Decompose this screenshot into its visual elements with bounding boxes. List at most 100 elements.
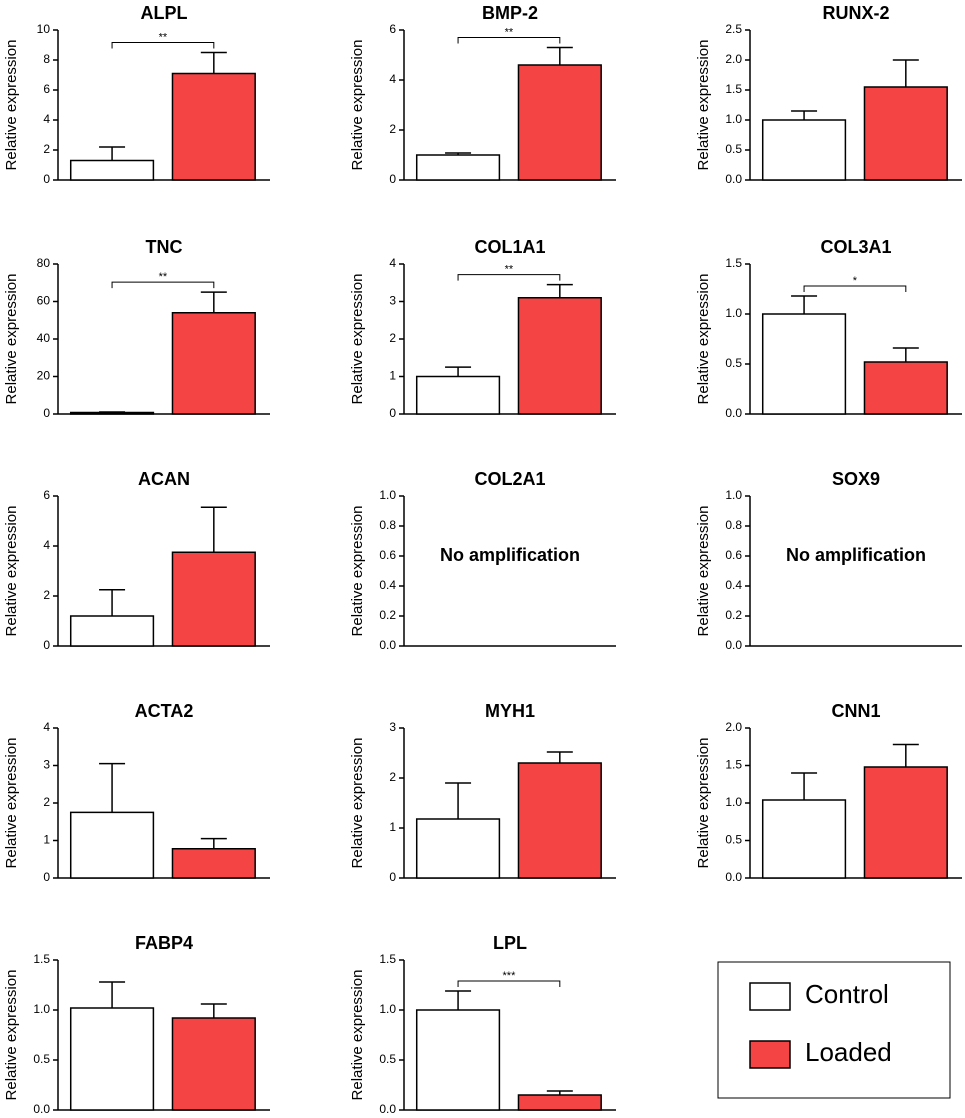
- y-tick-label: 2: [43, 142, 50, 156]
- y-tick-label: 4: [389, 72, 396, 86]
- y-tick-label: 0.0: [725, 406, 742, 420]
- significance-label: **: [505, 264, 514, 276]
- no-data-note: No amplification: [440, 545, 580, 565]
- y-tick-label: 0.5: [379, 1052, 396, 1066]
- bar: [863, 86, 948, 181]
- bar: [517, 64, 602, 181]
- significance-bracket: [457, 274, 561, 281]
- y-axis-label: Relative expression: [3, 274, 20, 405]
- y-tick-label: 3: [389, 720, 396, 734]
- legend-swatch: [749, 982, 791, 1011]
- bar: [761, 313, 847, 415]
- y-tick-label: 2: [43, 588, 50, 602]
- y-tick-label: 1.0: [725, 795, 742, 809]
- significance-bracket: [457, 37, 561, 44]
- y-tick-label: 1.5: [379, 952, 396, 966]
- chart-title: ACTA2: [135, 701, 194, 721]
- y-axis-label: Relative expression: [349, 40, 366, 171]
- y-tick-label: 0.6: [379, 548, 396, 562]
- y-tick-label: 2.0: [725, 720, 742, 734]
- bar: [761, 799, 847, 879]
- y-tick-label: 0.0: [379, 638, 396, 652]
- y-axis-label: Relative expression: [349, 506, 366, 637]
- significance-bracket: [457, 980, 561, 987]
- bar: [517, 297, 602, 415]
- bar: [517, 1094, 602, 1111]
- chart-title: LPL: [493, 933, 527, 953]
- bar: [415, 375, 501, 415]
- y-tick-label: 0.0: [379, 1102, 396, 1116]
- y-tick-label: 1.0: [725, 488, 742, 502]
- y-tick-label: 2.5: [725, 22, 742, 36]
- y-tick-label: 1.0: [725, 112, 742, 126]
- y-tick-label: 2: [389, 331, 396, 345]
- bar: [415, 1009, 501, 1111]
- y-tick-label: 0: [43, 638, 50, 652]
- y-tick-label: 2.0: [725, 52, 742, 66]
- y-tick-label: 0: [43, 870, 50, 884]
- chart-title: MYH1: [485, 701, 535, 721]
- y-tick-label: 0.5: [725, 142, 742, 156]
- legend-box: [717, 961, 951, 1099]
- significance-label: **: [505, 26, 514, 38]
- significance-label: **: [159, 31, 168, 43]
- chart-title: FABP4: [135, 933, 193, 953]
- significance-bracket: [111, 42, 215, 49]
- y-tick-label: 0: [389, 870, 396, 884]
- y-tick-label: 1.0: [33, 1002, 50, 1016]
- y-axis-label: Relative expression: [695, 506, 712, 637]
- y-axis-label: Relative expression: [695, 274, 712, 405]
- y-tick-label: 3: [43, 758, 50, 772]
- chart-title: ACAN: [138, 469, 190, 489]
- y-axis-label: Relative expression: [3, 738, 20, 869]
- chart-title: SOX9: [832, 469, 880, 489]
- y-tick-label: 0.2: [379, 608, 396, 622]
- bar: [69, 411, 155, 415]
- bar: [171, 312, 256, 415]
- bar: [517, 762, 602, 879]
- significance-label: *: [853, 275, 858, 287]
- y-tick-label: 4: [389, 256, 396, 270]
- y-tick-label: 1.5: [725, 82, 742, 96]
- bar: [69, 159, 155, 181]
- y-tick-label: 0.0: [725, 638, 742, 652]
- significance-bracket: [803, 285, 907, 292]
- chart-title: ALPL: [141, 3, 188, 23]
- y-tick-label: 60: [37, 294, 51, 308]
- y-tick-label: 1.5: [725, 758, 742, 772]
- y-tick-label: 1: [43, 833, 50, 847]
- y-tick-label: 0.6: [725, 548, 742, 562]
- bar: [415, 154, 501, 181]
- y-tick-label: 0: [389, 406, 396, 420]
- y-tick-label: 0.4: [725, 578, 742, 592]
- y-tick-label: 0.0: [725, 870, 742, 884]
- y-axis-label: Relative expression: [349, 738, 366, 869]
- y-tick-label: 3: [389, 294, 396, 308]
- y-tick-label: 6: [43, 488, 50, 502]
- y-tick-label: 0.5: [33, 1052, 50, 1066]
- y-tick-label: 0.0: [725, 172, 742, 186]
- significance-label: ***: [503, 970, 517, 982]
- y-tick-label: 0.2: [725, 608, 742, 622]
- legend-swatch: [749, 1040, 791, 1069]
- y-tick-label: 0.0: [33, 1102, 50, 1116]
- y-axis-label: Relative expression: [349, 274, 366, 405]
- bar: [171, 551, 256, 647]
- y-axis-label: Relative expression: [695, 40, 712, 171]
- bar: [69, 811, 155, 879]
- significance-bracket: [111, 281, 215, 289]
- y-tick-label: 0: [43, 172, 50, 186]
- bar: [171, 72, 256, 181]
- chart-title: CNN1: [831, 701, 880, 721]
- y-tick-label: 1.0: [379, 1002, 396, 1016]
- y-tick-label: 6: [43, 82, 50, 96]
- y-tick-label: 1.5: [725, 256, 742, 270]
- y-tick-label: 10: [37, 22, 51, 36]
- chart-title: COL2A1: [474, 469, 545, 489]
- significance-label: **: [159, 271, 168, 283]
- y-axis-label: Relative expression: [3, 40, 20, 171]
- y-tick-label: 0.5: [725, 833, 742, 847]
- y-tick-label: 4: [43, 538, 50, 552]
- y-tick-label: 0.8: [379, 518, 396, 532]
